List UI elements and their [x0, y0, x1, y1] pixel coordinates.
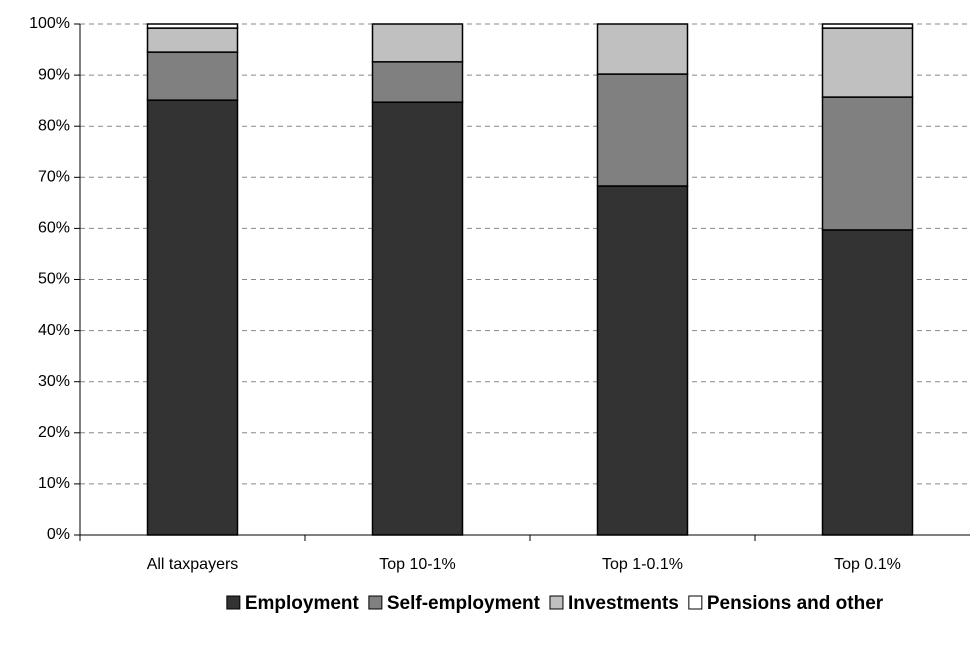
x-tick-label: Top 10-1%: [379, 556, 456, 573]
legend-swatch: [688, 595, 703, 610]
bar-segment: [821, 96, 914, 231]
y-tick-label: 30%: [38, 373, 70, 390]
y-tick-label: 70%: [38, 169, 70, 186]
x-tick-label: All taxpayers: [147, 556, 239, 573]
bar-segment: [821, 27, 914, 98]
bar-segment: [146, 99, 239, 536]
y-tick-label: 90%: [38, 66, 70, 83]
bar-segment: [371, 61, 464, 103]
x-tick-label: Top 0.1%: [834, 556, 901, 573]
y-tick-label: 10%: [38, 475, 70, 492]
bar-segment: [146, 27, 239, 53]
bar-segment: [146, 51, 239, 101]
bar-segment: [146, 23, 239, 29]
y-tick-label: 0%: [47, 526, 70, 543]
bar-segment: [371, 101, 464, 536]
bar-segment: [596, 73, 689, 187]
y-tick-label: 80%: [38, 117, 70, 134]
legend-swatch: [368, 595, 383, 610]
y-tick-label: 100%: [29, 15, 70, 32]
bar-segment: [371, 23, 464, 63]
bar-segment: [821, 23, 914, 29]
y-tick-label: 60%: [38, 220, 70, 237]
y-tick-label: 40%: [38, 322, 70, 339]
bar-segment: [596, 185, 689, 536]
bar-segment: [821, 229, 914, 536]
y-tick-label: 20%: [38, 424, 70, 441]
legend-label: Investments: [568, 593, 679, 614]
legend-swatch: [226, 595, 241, 610]
bar-segment: [596, 23, 689, 75]
legend-swatch: [549, 595, 564, 610]
legend-label: Employment: [245, 593, 360, 614]
legend: Employment Self-employment Investments Pens…: [226, 593, 884, 614]
legend-label: Pensions and other: [707, 593, 884, 614]
y-tick-label: 50%: [38, 271, 70, 288]
x-tick-label: Top 1-0.1%: [602, 556, 683, 573]
legend-label: Self-employment: [387, 593, 541, 614]
